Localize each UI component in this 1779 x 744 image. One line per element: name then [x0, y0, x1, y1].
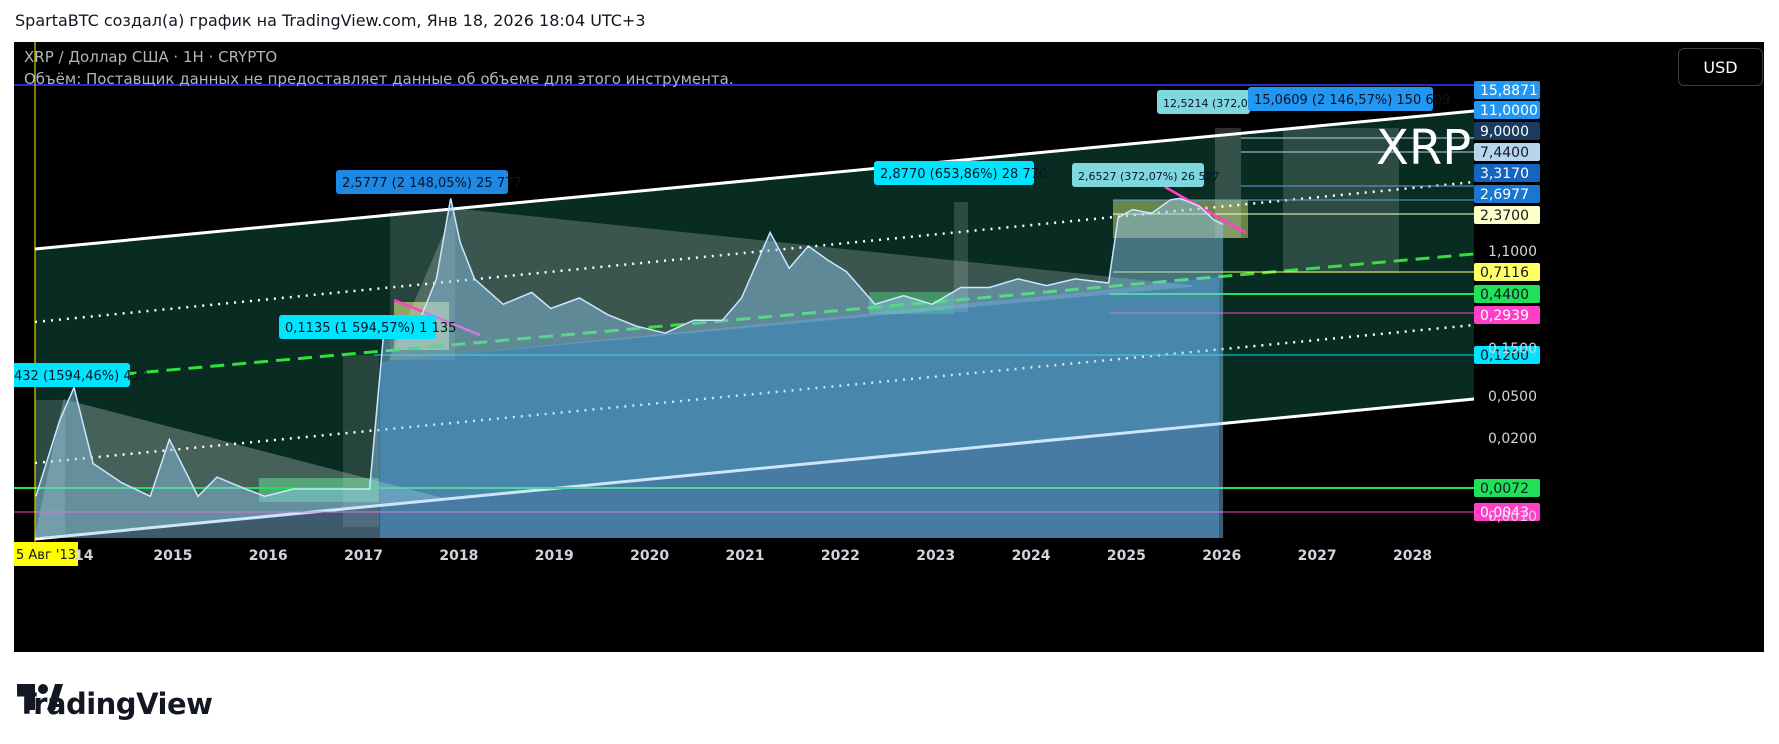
svg-text:2,5777 (2 148,05%) 25 777: 2,5777 (2 148,05%) 25 777 — [342, 176, 522, 191]
time-tick: 2021 — [726, 548, 765, 564]
price-tick: 0,1500 — [1488, 341, 1537, 357]
watermark-text: XRP — [1376, 120, 1471, 176]
triangle-2018 — [388, 208, 1193, 361]
price-axis[interactable]: 15,8871 11,0000 9,0000 7,4400 3,3170 2,6977 2,… — [1474, 81, 1540, 525]
price-tick: 1,1000 — [1488, 244, 1537, 260]
measure-label[interactable]: 2,5777 (2 148,05%) 25 777 — [336, 170, 522, 194]
time-tick: 2019 — [535, 548, 574, 564]
svg-text:3,3170: 3,3170 — [1480, 166, 1529, 182]
magenta-trend-2017 — [393, 298, 481, 337]
svg-text:0,0072: 0,0072 — [1480, 481, 1529, 497]
time-tick: 2025 — [1107, 548, 1146, 564]
time-tick: 2016 — [249, 548, 288, 564]
svg-text:2,6977: 2,6977 — [1480, 187, 1529, 203]
price-label[interactable]: 11,0000 — [1474, 101, 1540, 119]
measure-box-1 — [343, 355, 379, 527]
price-label[interactable]: 0,0043 — [1474, 503, 1540, 521]
tradingview-logo-icon — [17, 684, 63, 710]
measure-label[interactable]: 0,1135 (1 594,57%) 1 135 — [279, 315, 456, 339]
accumulation-box-2016 — [259, 478, 379, 502]
channel-top-line — [34, 109, 1475, 251]
price-label[interactable]: 0,2939 — [1474, 306, 1540, 324]
svg-text:432 (1594,46%) 432: 432 (1594,46%) 432 — [14, 369, 148, 384]
price-tick: 0,0200 — [1488, 431, 1537, 447]
time-tick: 2024 — [1012, 548, 1051, 564]
svg-text:2,8770 (653,86%) 28 770: 2,8770 (653,86%) 28 770 — [880, 167, 1047, 182]
svg-text:7,4400: 7,4400 — [1480, 145, 1529, 161]
legend-volume: Объём: Поставщик данных не предоставляет… — [24, 70, 734, 88]
accumulation-box-2025 — [1113, 200, 1248, 238]
xrp-price-line — [35, 197, 1224, 498]
measure-box-6 — [35, 400, 65, 538]
magenta-trend-2025 — [1164, 185, 1247, 235]
time-tick: 14 — [74, 548, 94, 564]
measure-label[interactable]: 15,0609 (2 146,57%) 150 609 — [1248, 87, 1450, 111]
measure-box-4 — [1215, 128, 1241, 238]
time-tick: 2022 — [821, 548, 860, 564]
measure-box-3 — [954, 202, 968, 312]
price-label[interactable]: 15,8871 — [1474, 81, 1540, 99]
time-tick: 2020 — [630, 548, 669, 564]
channel-bottom-line — [34, 397, 1475, 541]
price-label[interactable]: 2,6977 — [1474, 185, 1540, 203]
currency-button[interactable]: USD — [1678, 48, 1763, 86]
time-tick: 2018 — [439, 548, 478, 564]
time-tick: 2027 — [1298, 548, 1337, 564]
series-layer — [35, 197, 1224, 538]
svg-text:0,2939: 0,2939 — [1480, 308, 1529, 324]
measure-label[interactable]: 432 (1594,46%) 432 — [14, 363, 148, 387]
svg-text:12,5214 (372,03%): 12,5214 (372,03%) — [1163, 97, 1270, 110]
channel-mid-upper — [34, 180, 1475, 324]
structures — [14, 42, 1475, 552]
svg-text:0,4400: 0,4400 — [1480, 287, 1529, 303]
blue-fill — [380, 277, 1219, 538]
legend-symbol[interactable]: XRP / Доллар США · 1H · CRYPTO — [24, 48, 277, 66]
price-label[interactable]: 2,3700 — [1474, 206, 1540, 224]
svg-text:11,0000: 11,0000 — [1480, 103, 1538, 119]
price-label[interactable]: 3,3170 — [1474, 164, 1540, 182]
svg-text:0,0043: 0,0043 — [1480, 505, 1529, 521]
xrp-price-area — [35, 198, 1224, 538]
svg-text:0,1135 (1 594,57%) 1 135: 0,1135 (1 594,57%) 1 135 — [285, 321, 456, 336]
time-tick: 2026 — [1202, 548, 1241, 564]
channel-mid-lower — [34, 323, 1475, 465]
time-tick: 2023 — [916, 548, 955, 564]
price-label[interactable]: 0,4400 — [1474, 285, 1540, 303]
time-tick: 2017 — [344, 548, 383, 564]
measure-label[interactable]: 2,6527 (372,07%) 26 527 — [1072, 163, 1220, 187]
time-cursor-label: 5 Авг '13 — [14, 542, 78, 566]
price-label[interactable]: 0,7116 — [1474, 263, 1540, 281]
time-tick: 2015 — [153, 548, 192, 564]
measure-label[interactable]: 2,8770 (653,86%) 28 770 — [874, 161, 1047, 185]
price-label[interactable]: 0,1200 — [1474, 346, 1540, 364]
svg-text:2,3700: 2,3700 — [1480, 208, 1529, 224]
price-tick: 0,0010 — [1488, 509, 1537, 525]
svg-text:0,1200: 0,1200 — [1480, 348, 1529, 364]
svg-text:0,7116: 0,7116 — [1480, 265, 1529, 281]
price-label[interactable]: 7,4400 — [1474, 143, 1540, 161]
price-label[interactable]: 9,0000 — [1474, 122, 1540, 140]
chart-area[interactable]: 432 (1594,46%) 432 2,5777 (2 148,05%) 25 … — [14, 42, 1764, 652]
price-label[interactable]: 0,0072 — [1474, 479, 1540, 497]
time-tick: 2028 — [1393, 548, 1432, 564]
svg-text:15,8871: 15,8871 — [1480, 83, 1538, 99]
svg-text:2,6527 (372,07%) 26 527: 2,6527 (372,07%) 26 527 — [1078, 170, 1220, 183]
svg-text:9,0000: 9,0000 — [1480, 124, 1529, 140]
svg-text:5 Авг '13: 5 Авг '13 — [16, 548, 76, 563]
measure-layer: 432 (1594,46%) 432 2,5777 (2 148,05%) 25 … — [14, 87, 1450, 387]
price-tick: 0,0500 — [1488, 389, 1537, 405]
tradingview-logo[interactable]: TradingView — [17, 684, 213, 724]
measure-label[interactable]: 12,5214 (372,03%) — [1157, 90, 1270, 114]
svg-text:15,0609 (2 146,57%) 150 609: 15,0609 (2 146,57%) 150 609 — [1254, 93, 1450, 108]
attribution-text: SpartaBTC создал(а) график на TradingVie… — [15, 11, 646, 30]
xrp-chart[interactable]: 432 (1594,46%) 432 2,5777 (2 148,05%) 25 … — [14, 42, 1764, 652]
